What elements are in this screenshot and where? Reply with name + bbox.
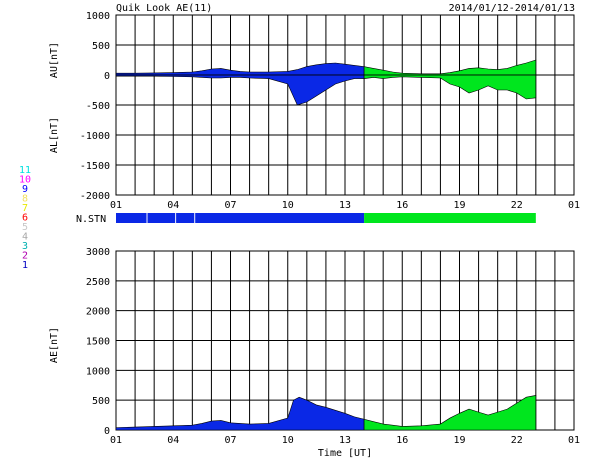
legend-item: 4 bbox=[22, 232, 28, 243]
x-tick-label: 22 bbox=[511, 200, 523, 211]
ae-axis-label: AE[nT] bbox=[49, 327, 60, 363]
station-segment bbox=[147, 213, 176, 223]
y-tick-label: -1000 bbox=[80, 131, 110, 142]
y-tick-label: 3000 bbox=[86, 247, 110, 258]
y-tick-label: -2000 bbox=[80, 191, 110, 202]
ae-area-green bbox=[363, 395, 537, 431]
x-tick-label: 01 bbox=[110, 200, 122, 211]
au-axis-label: AU[nT] bbox=[49, 42, 60, 78]
al-area-green bbox=[363, 74, 537, 100]
date-range: 2014/01/12-2014/01/13 bbox=[449, 3, 575, 14]
x-tick-label: 01 bbox=[110, 435, 122, 446]
station-segment bbox=[116, 213, 147, 223]
y-tick-label: 0 bbox=[104, 71, 110, 82]
x-tick-label: 01 bbox=[568, 435, 580, 446]
au-al-y-ticks: 1000 500 0 -500 -1000 -1500 -2000 bbox=[80, 11, 110, 202]
chart-title: Quik Look AE(11) bbox=[116, 3, 212, 14]
y-tick-label: 1500 bbox=[86, 337, 110, 348]
ae-y-ticks: 3000 2500 2000 1500 1000 500 0 bbox=[86, 247, 110, 437]
ae-area-blue bbox=[115, 396, 365, 431]
y-tick-label: 1000 bbox=[86, 366, 110, 377]
y-tick-label: 500 bbox=[92, 396, 110, 407]
x-tick-label: 16 bbox=[396, 435, 408, 446]
legend-item: 10 bbox=[19, 175, 31, 186]
y-tick-label: 1000 bbox=[86, 11, 110, 22]
au-al-data bbox=[115, 59, 537, 106]
au-area-green bbox=[363, 59, 537, 76]
y-tick-label: 500 bbox=[92, 41, 110, 52]
x-tick-label: 10 bbox=[282, 200, 294, 211]
x-tick-label: 13 bbox=[339, 200, 351, 211]
x-tick-label: 10 bbox=[282, 435, 294, 446]
x-tick-label: 19 bbox=[453, 435, 465, 446]
x-tick-label: 01 bbox=[568, 200, 580, 211]
x-tick-label: 04 bbox=[167, 200, 179, 211]
al-area-blue bbox=[115, 74, 365, 106]
x-tick-label: 07 bbox=[224, 200, 236, 211]
au-al-grid bbox=[116, 14, 574, 196]
station-bar-label: N.STN bbox=[76, 214, 106, 225]
legend-item: 9 bbox=[22, 184, 28, 195]
station-bar: N.STN bbox=[76, 213, 536, 225]
legend-item: 11 bbox=[19, 165, 31, 176]
y-tick-label: 0 bbox=[104, 426, 110, 437]
legend-item: 8 bbox=[22, 194, 28, 205]
au-area-blue bbox=[115, 62, 365, 76]
x-tick-label: 16 bbox=[396, 200, 408, 211]
station-segment bbox=[176, 213, 195, 223]
legend-item: 5 bbox=[22, 222, 28, 233]
legend-item: 2 bbox=[22, 251, 28, 262]
legend-item: 6 bbox=[22, 213, 28, 224]
legend-item: 1 bbox=[22, 260, 28, 271]
ae-x-ticks: 01 04 07 10 13 16 19 22 01 bbox=[110, 435, 580, 446]
ae-data bbox=[115, 395, 537, 431]
legend-item: 3 bbox=[22, 241, 28, 252]
x-tick-label: 13 bbox=[339, 435, 351, 446]
station-segment bbox=[364, 213, 536, 223]
legend-item: 7 bbox=[22, 203, 28, 214]
au-al-panel: 1000 500 0 -500 -1000 -1500 -2000 01 04 07 10 13 16… bbox=[49, 11, 580, 211]
station-segments bbox=[116, 213, 536, 223]
y-tick-label: 2500 bbox=[86, 277, 110, 288]
x-tick-label: 04 bbox=[167, 435, 179, 446]
x-tick-label: 07 bbox=[224, 435, 236, 446]
y-tick-label: 2000 bbox=[86, 307, 110, 318]
ae-grid bbox=[116, 250, 574, 431]
x-tick-label: 22 bbox=[511, 435, 523, 446]
y-tick-label: -1500 bbox=[80, 161, 110, 172]
x-tick-label: 19 bbox=[453, 200, 465, 211]
ae-panel: 3000 2500 2000 1500 1000 500 0 01 04 07 10 13 16 19 2… bbox=[49, 247, 580, 459]
au-al-x-ticks: 01 04 07 10 13 16 19 22 01 bbox=[110, 200, 580, 211]
al-axis-label: AL[nT] bbox=[49, 117, 60, 153]
station-segment bbox=[195, 213, 365, 223]
y-tick-label: -500 bbox=[86, 101, 110, 112]
x-axis-label: Time [UT] bbox=[318, 448, 372, 459]
